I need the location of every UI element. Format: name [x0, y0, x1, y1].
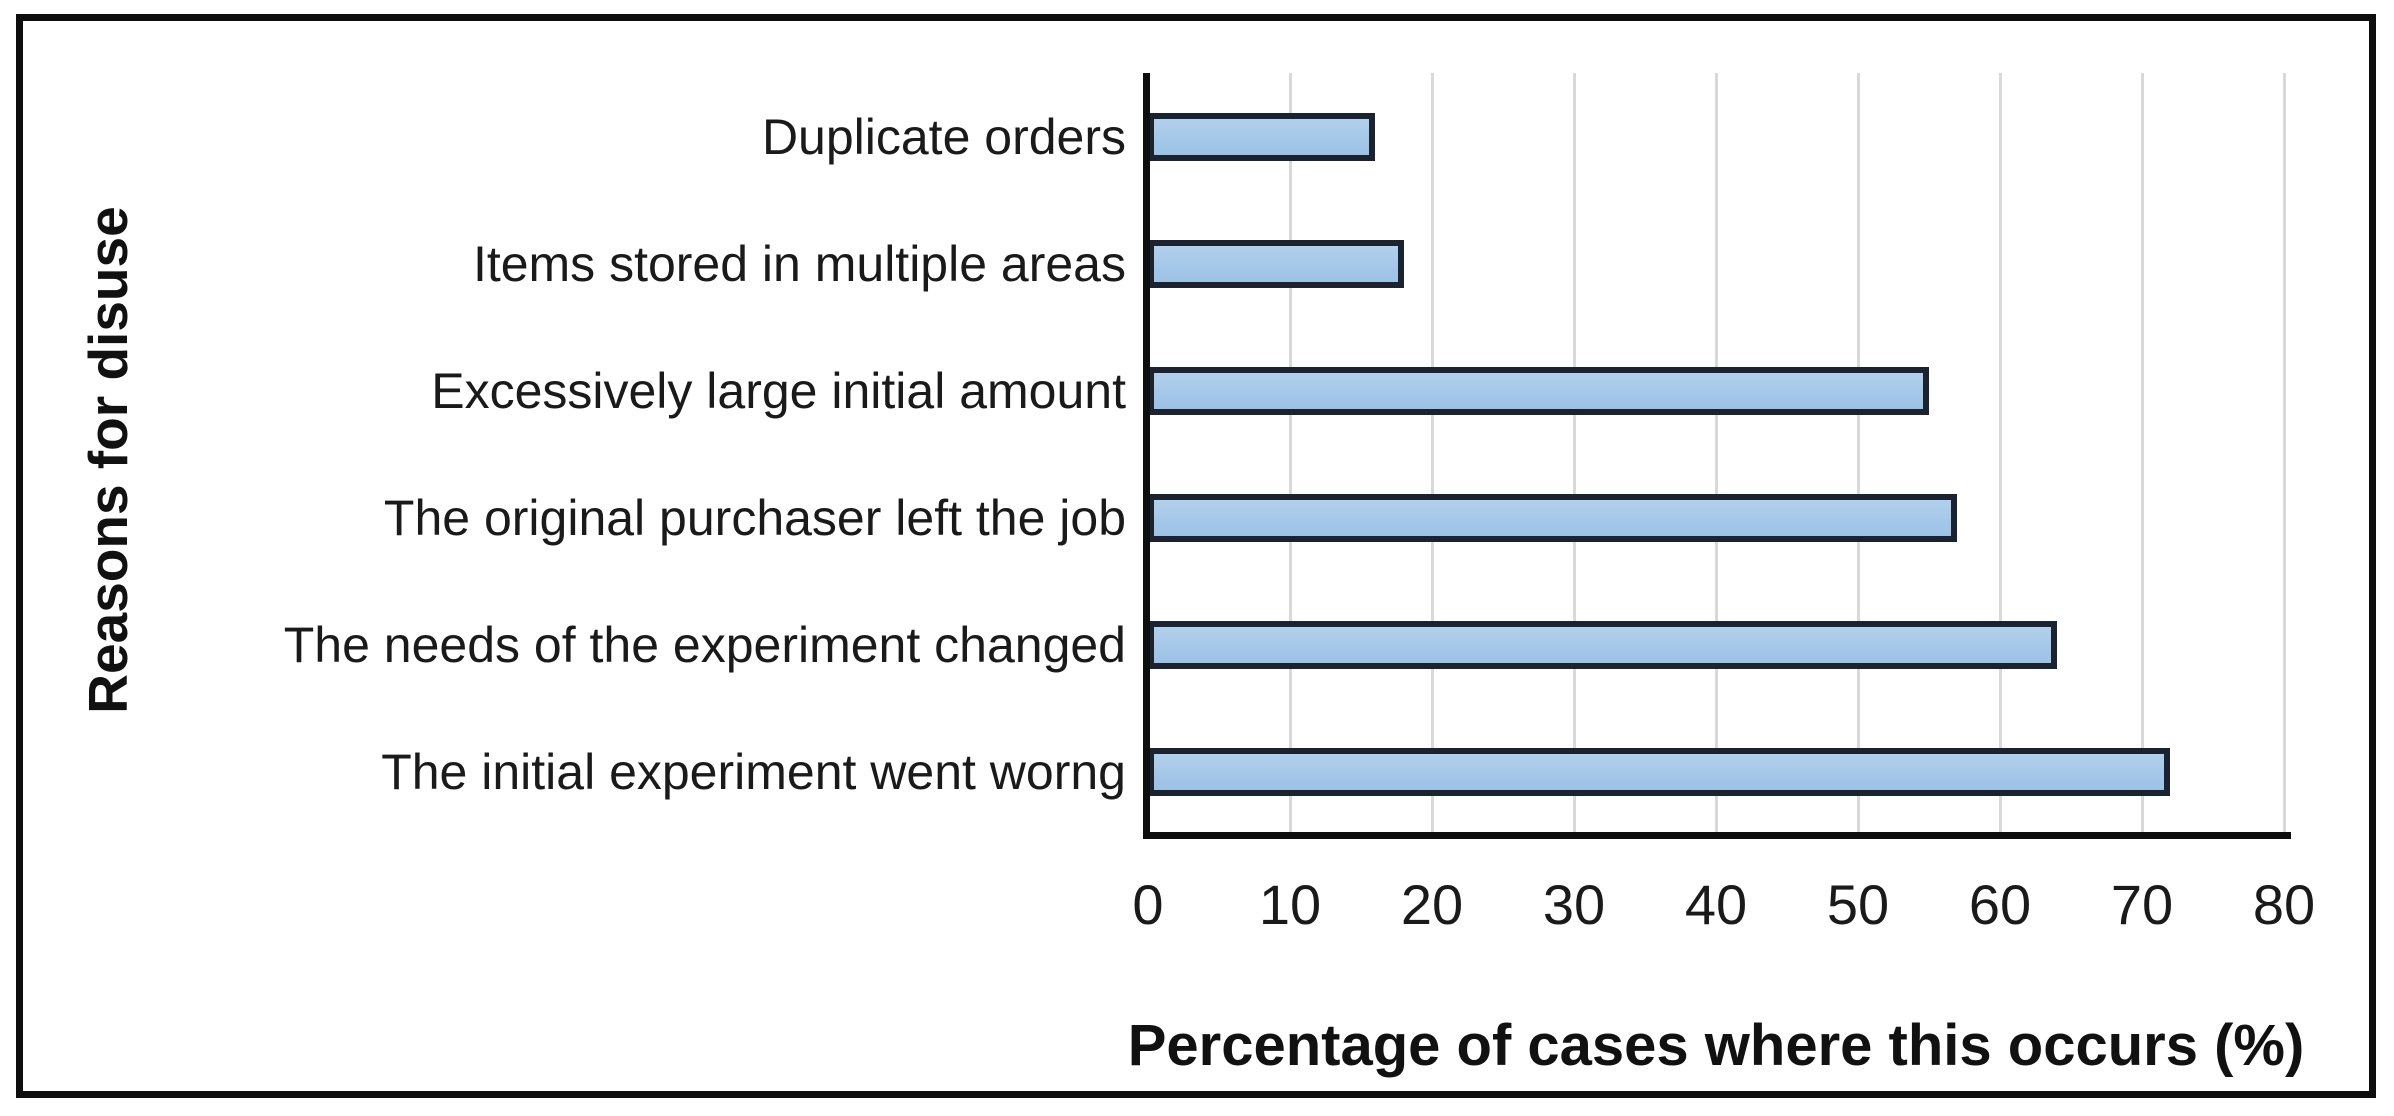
x-tick-label-20: 20 — [1400, 873, 1464, 936]
x-tick-label-60: 60 — [1968, 873, 2032, 936]
gridline-x-30 — [1572, 73, 1576, 835]
gridline-x-50 — [1856, 73, 1860, 835]
bar-3 — [1148, 493, 1958, 542]
category-label-0: Duplicate orders — [761, 108, 1126, 165]
x-tick-label-0: 0 — [1132, 873, 1164, 936]
x-tick-label-10: 10 — [1258, 873, 1322, 936]
y-axis-line — [1143, 73, 1150, 839]
bar-0 — [1148, 112, 1376, 161]
category-label-2: Excessively large initial amount — [431, 362, 1126, 419]
x-tick-label-40: 40 — [1684, 873, 1748, 936]
bar-2 — [1148, 366, 1929, 415]
x-tick-label-30: 30 — [1542, 873, 1606, 936]
gridline-x-10 — [1288, 73, 1292, 835]
x-tick-label-50: 50 — [1826, 873, 1890, 936]
gridline-x-20 — [1430, 73, 1434, 835]
x-tick-label-70: 70 — [2110, 873, 2174, 936]
gridline-x-80 — [2282, 73, 2286, 835]
category-label-1: Items stored in multiple areas — [472, 235, 1126, 292]
bar-5 — [1148, 747, 2171, 796]
category-label-4: The needs of the experiment changed — [283, 616, 1126, 673]
chart-outer-frame — [16, 14, 2376, 1098]
gridline-x-60 — [1998, 73, 2002, 835]
bar-1 — [1148, 239, 1404, 288]
category-label-5: The initial experiment went worng — [381, 743, 1126, 800]
x-tick-label-80: 80 — [2252, 873, 2316, 936]
gridline-x-70 — [2140, 73, 2144, 835]
category-label-3: The original purchaser left the job — [383, 489, 1126, 546]
x-axis-line — [1143, 832, 2291, 839]
bar-4 — [1148, 620, 2057, 669]
x-axis-title: Percentage of cases where this occurs (%… — [1127, 1013, 2305, 1078]
gridline-x-40 — [1714, 73, 1718, 835]
